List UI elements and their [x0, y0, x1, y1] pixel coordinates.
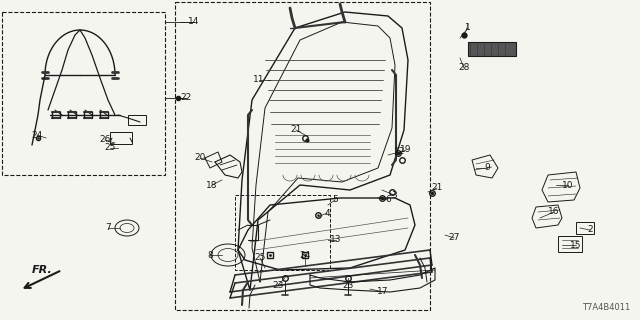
Text: 21: 21 — [431, 183, 443, 193]
Text: 3: 3 — [391, 190, 397, 199]
Text: 7: 7 — [105, 223, 111, 233]
Text: 27: 27 — [448, 234, 460, 243]
Text: 21: 21 — [291, 125, 301, 134]
Text: 6: 6 — [385, 196, 391, 204]
Text: 25: 25 — [104, 143, 116, 153]
Text: 12: 12 — [394, 148, 406, 156]
Text: 20: 20 — [195, 154, 205, 163]
Text: T7A4B4011: T7A4B4011 — [582, 303, 630, 312]
Text: 8: 8 — [207, 251, 213, 260]
Text: 15: 15 — [570, 241, 582, 250]
Text: 26: 26 — [99, 135, 111, 145]
Text: 22: 22 — [180, 93, 191, 102]
Text: 10: 10 — [563, 180, 573, 189]
Text: 9: 9 — [484, 164, 490, 172]
Text: 16: 16 — [548, 207, 560, 217]
Text: 25: 25 — [254, 253, 266, 262]
Text: 14: 14 — [188, 18, 200, 27]
FancyBboxPatch shape — [468, 42, 516, 56]
Text: 4: 4 — [324, 209, 330, 218]
Text: 24: 24 — [300, 251, 310, 260]
Text: 5: 5 — [332, 196, 338, 204]
Text: 28: 28 — [458, 63, 470, 73]
Text: 23: 23 — [272, 281, 284, 290]
Text: 19: 19 — [400, 146, 412, 155]
Text: 23: 23 — [342, 281, 354, 290]
Text: 18: 18 — [206, 180, 218, 189]
Text: 24: 24 — [31, 131, 43, 140]
Text: FR.: FR. — [32, 265, 52, 275]
Text: 17: 17 — [377, 287, 388, 297]
Text: 1: 1 — [465, 23, 471, 33]
Text: 13: 13 — [330, 236, 342, 244]
Text: 11: 11 — [253, 76, 265, 84]
Text: 2: 2 — [587, 226, 593, 235]
